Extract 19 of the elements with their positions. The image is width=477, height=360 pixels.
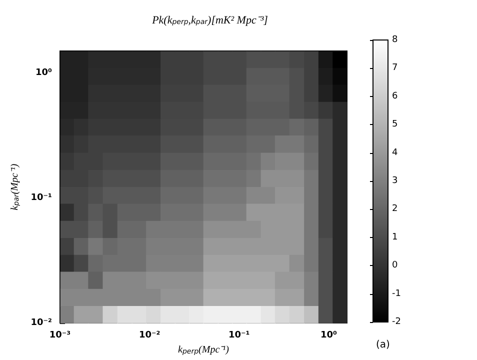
y-tick-label: 10⁻¹ xyxy=(30,193,52,204)
color-bar-label: -2 xyxy=(392,317,401,327)
color-bar-label: 2 xyxy=(392,204,398,214)
text: (a) xyxy=(376,340,390,350)
color-bar-label: 5 xyxy=(392,120,398,130)
color-bar-label: 4 xyxy=(392,148,398,158)
color-bar-label: -1 xyxy=(392,288,401,299)
color-bar-label: 6 xyxy=(392,91,398,102)
y-tick-label: 10⁻² xyxy=(30,318,52,328)
color-bar-label: 3 xyxy=(392,176,398,186)
y-tick-label: 10⁰ xyxy=(36,68,52,78)
color-bar-label: 0 xyxy=(392,260,398,271)
x-tick-label: 10⁻² xyxy=(138,330,160,340)
x-tick-label: 10⁻¹ xyxy=(228,330,250,340)
x-tick-label: 10⁻³ xyxy=(49,330,71,340)
color-bar-label: 7 xyxy=(392,63,398,74)
x-tick-label: 10⁰ xyxy=(320,330,338,340)
color-bar-label: 1 xyxy=(392,232,398,242)
color-bar-label: 8 xyxy=(392,35,398,45)
